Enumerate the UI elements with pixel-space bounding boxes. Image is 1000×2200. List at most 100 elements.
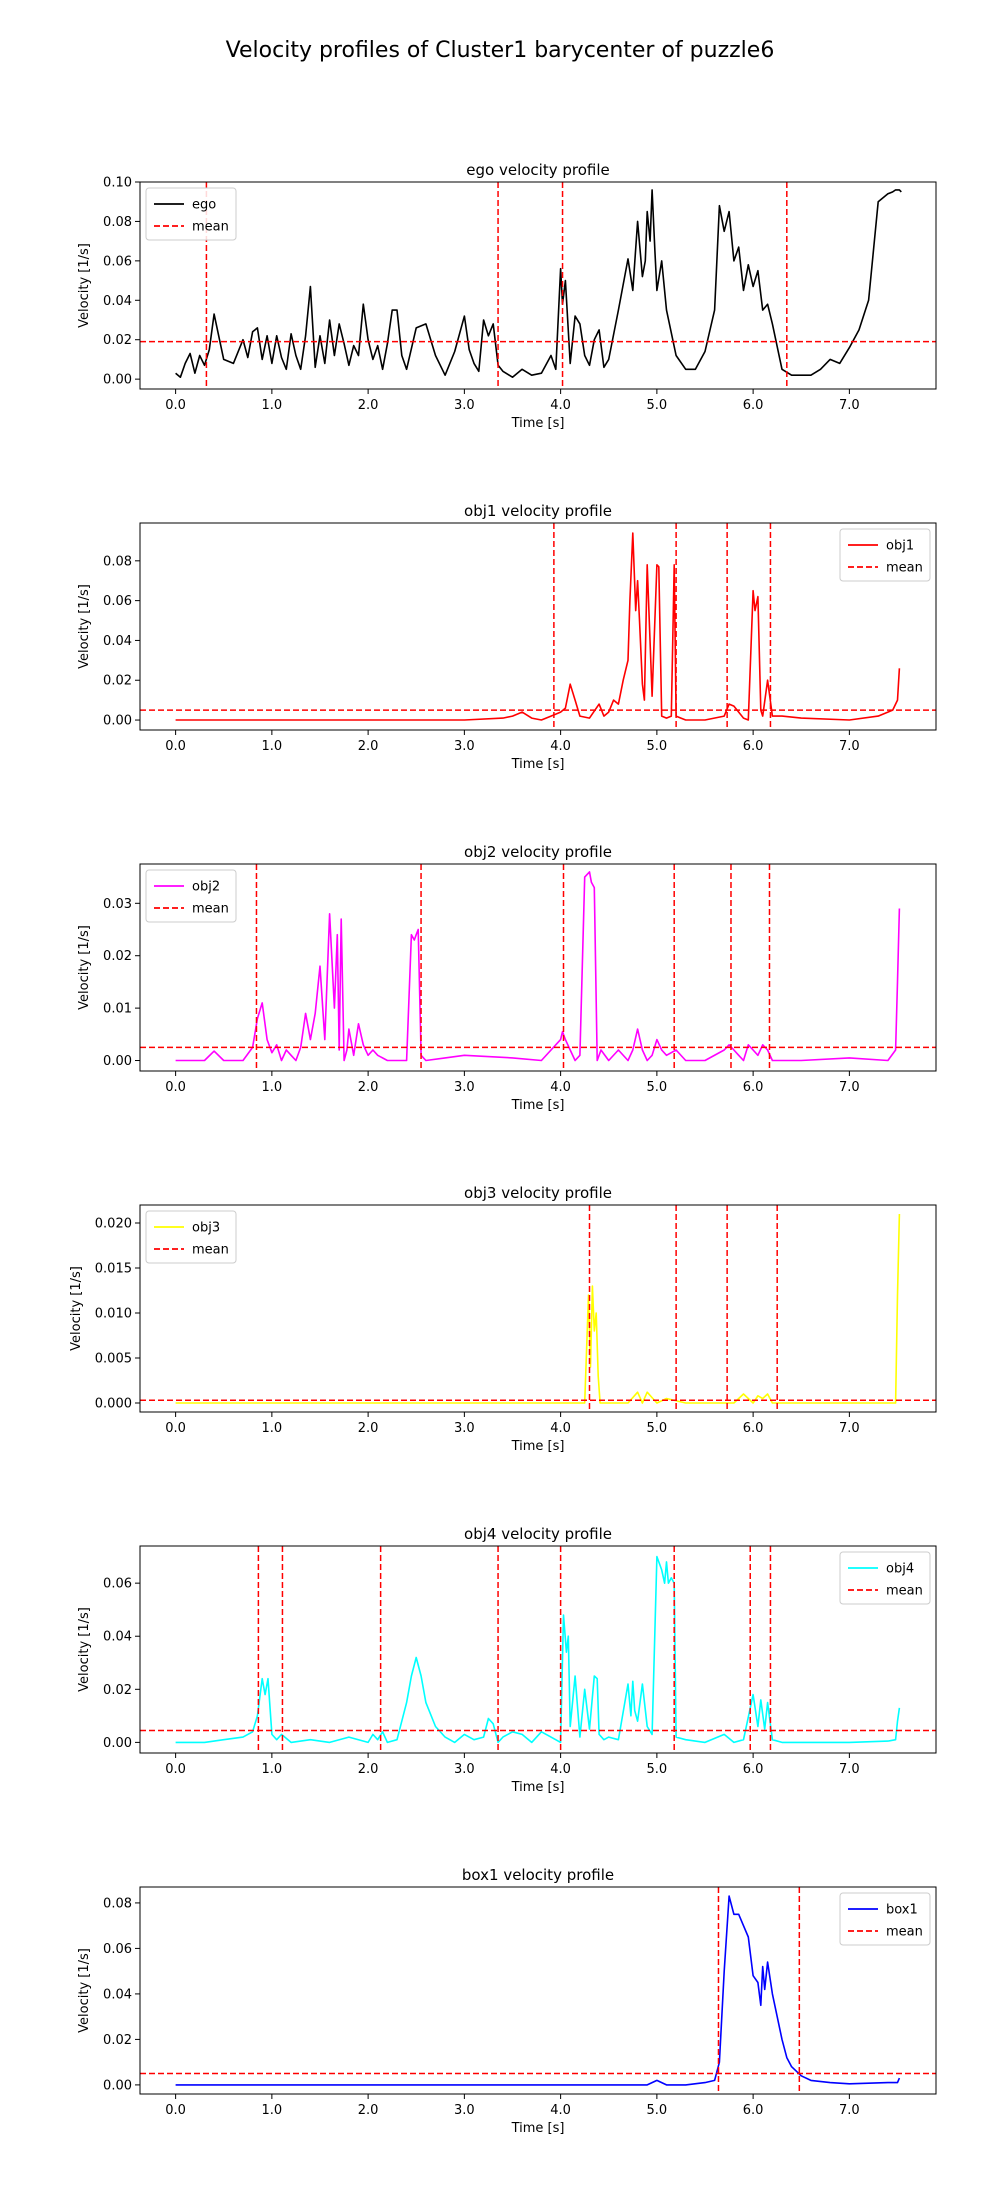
y-tick-label: 0.08 xyxy=(103,1896,132,1911)
axes-frame xyxy=(139,522,937,731)
series-line-obj2 xyxy=(175,871,901,1062)
legend: obj4 mean xyxy=(839,1551,931,1605)
y-tick-label: 0.005 xyxy=(95,1352,132,1367)
x-tick-label: 7.0 xyxy=(839,2103,860,2118)
x-tick-label: 2.0 xyxy=(358,1080,379,1095)
x-axis-label: Time [s] xyxy=(511,2121,565,2136)
y-tick-label: 0.000 xyxy=(95,1397,132,1412)
y-tick-label: 0.04 xyxy=(103,1630,132,1645)
x-tick-label: 6.0 xyxy=(743,2103,764,2118)
legend-box xyxy=(839,1551,931,1605)
y-tick-label: 0.06 xyxy=(103,1577,132,1592)
x-tick-label: 5.0 xyxy=(647,739,668,754)
legend-box xyxy=(145,187,237,241)
x-tick-label: 2.0 xyxy=(358,398,379,413)
x-tick-label: 4.0 xyxy=(550,1762,571,1777)
x-axis-label: Time [s] xyxy=(511,416,565,431)
axes-frame xyxy=(139,1886,937,2095)
y-tick-label: 0.02 xyxy=(103,333,132,348)
series-line-box1 xyxy=(175,1895,901,2086)
y-tick-label: 0.04 xyxy=(103,294,132,309)
legend: obj3 mean xyxy=(145,1210,237,1264)
y-tick-label: 0.06 xyxy=(103,254,132,269)
legend-label: ego xyxy=(192,198,216,213)
x-tick-label: 5.0 xyxy=(647,1080,668,1095)
x-tick-label: 6.0 xyxy=(743,1421,764,1436)
y-tick-label: 0.015 xyxy=(95,1262,132,1277)
legend-label: obj1 xyxy=(886,539,914,554)
y-tick-label: 0.00 xyxy=(103,1736,132,1751)
subplot-title: ego velocity profile xyxy=(466,161,609,179)
x-tick-label: 7.0 xyxy=(839,1762,860,1777)
x-axis-label: Time [s] xyxy=(511,1780,565,1795)
x-tick-label: 4.0 xyxy=(550,398,571,413)
x-tick-label: 5.0 xyxy=(647,398,668,413)
y-tick-label: 0.08 xyxy=(103,215,132,230)
series-line-obj4 xyxy=(175,1555,901,1744)
x-tick-label: 0.0 xyxy=(165,1762,186,1777)
x-tick-label: 6.0 xyxy=(743,1080,764,1095)
x-tick-label: 1.0 xyxy=(262,2103,283,2118)
x-tick-label: 7.0 xyxy=(839,1421,860,1436)
subplot-1: ego velocity profile 0.0 1.0 2.0 3.0 4.0 5.0 6.… xyxy=(77,161,937,431)
x-tick-label: 0.0 xyxy=(165,739,186,754)
series-line-obj1 xyxy=(175,532,901,721)
x-tick-label: 0.0 xyxy=(165,1080,186,1095)
legend-label: obj3 xyxy=(192,1221,220,1236)
x-tick-label: 6.0 xyxy=(743,398,764,413)
plot-area xyxy=(140,523,936,730)
x-tick-label: 4.0 xyxy=(550,1080,571,1095)
x-tick-label: 7.0 xyxy=(839,398,860,413)
x-tick-label: 5.0 xyxy=(647,2103,668,2118)
x-tick-label: 1.0 xyxy=(262,398,283,413)
y-tick-label: 0.03 xyxy=(103,897,132,912)
axes-frame xyxy=(139,1545,937,1754)
x-tick-label: 7.0 xyxy=(839,1080,860,1095)
x-tick-label: 4.0 xyxy=(550,739,571,754)
x-tick-label: 3.0 xyxy=(454,1421,475,1436)
plot-area xyxy=(140,864,936,1071)
legend-label: mean xyxy=(886,1925,923,1940)
x-axis-label: Time [s] xyxy=(511,757,565,772)
subplot-title: obj1 velocity profile xyxy=(464,502,612,520)
x-tick-label: 0.0 xyxy=(165,1421,186,1436)
x-tick-label: 1.0 xyxy=(262,739,283,754)
x-tick-label: 3.0 xyxy=(454,2103,475,2118)
y-axis-label: Velocity [1/s] xyxy=(77,1607,92,1692)
y-axis-label: Velocity [1/s] xyxy=(77,584,92,669)
x-tick-label: 5.0 xyxy=(647,1762,668,1777)
x-tick-label: 2.0 xyxy=(358,1762,379,1777)
x-tick-label: 2.0 xyxy=(358,1421,379,1436)
legend: obj2 mean xyxy=(145,869,237,923)
y-tick-label: 0.02 xyxy=(103,1683,132,1698)
x-tick-label: 6.0 xyxy=(743,739,764,754)
x-tick-label: 2.0 xyxy=(358,2103,379,2118)
axes-frame xyxy=(139,1204,937,1413)
y-tick-label: 0.04 xyxy=(103,634,132,649)
x-tick-label: 2.0 xyxy=(358,739,379,754)
x-tick-label: 5.0 xyxy=(647,1421,668,1436)
series-line-ego xyxy=(175,189,902,379)
y-tick-label: 0.00 xyxy=(103,2078,132,2093)
subplot-title: obj2 velocity profile xyxy=(464,843,612,861)
legend-label: mean xyxy=(192,902,229,917)
y-tick-label: 0.01 xyxy=(103,1002,132,1017)
plot-area xyxy=(140,1205,936,1412)
y-tick-label: 0.02 xyxy=(103,2033,132,2048)
y-axis-label: Velocity [1/s] xyxy=(77,1948,92,2033)
x-tick-label: 3.0 xyxy=(454,1080,475,1095)
subplot-2: obj1 velocity profile 0.0 1.0 2.0 3.0 4.0 5.0 6… xyxy=(77,502,937,772)
legend-box xyxy=(145,869,237,923)
x-tick-label: 7.0 xyxy=(839,739,860,754)
legend-box xyxy=(839,1892,931,1946)
y-tick-label: 0.08 xyxy=(103,554,132,569)
legend-label: box1 xyxy=(886,1903,918,1918)
x-tick-label: 3.0 xyxy=(454,739,475,754)
plot-area xyxy=(140,1887,936,2094)
subplot-title: obj3 velocity profile xyxy=(464,1184,612,1202)
legend-label: mean xyxy=(886,1584,923,1599)
y-tick-label: 0.00 xyxy=(103,1054,132,1069)
legend-box xyxy=(839,528,931,582)
